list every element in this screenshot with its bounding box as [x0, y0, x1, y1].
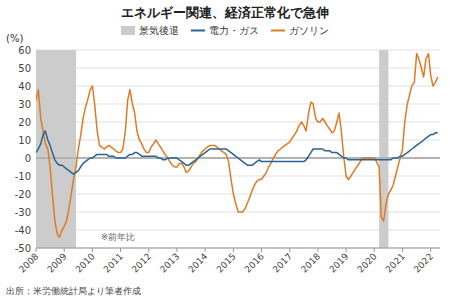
- y-tick-label: 0: [25, 153, 31, 164]
- x-tick: [430, 248, 431, 252]
- legend: 景気後退 電力・ガス ガソリン: [121, 25, 329, 36]
- x-tick: [261, 248, 262, 252]
- x-tick: [120, 248, 121, 252]
- x-tick: [148, 248, 149, 252]
- legend-swatch: [121, 26, 135, 35]
- legend-swatch: [271, 30, 285, 32]
- x-tick-label: 2019: [327, 251, 350, 274]
- x-tick: [289, 248, 290, 252]
- y-tick-label: 10: [18, 135, 31, 146]
- x-tick: [205, 248, 206, 252]
- x-tick: [176, 248, 177, 252]
- x-tick: [233, 248, 234, 252]
- x-tick-label: 2017: [271, 251, 294, 274]
- x-tick-label: 2010: [74, 251, 97, 274]
- y-tick-label: -30: [15, 207, 31, 218]
- y-tick-label: -50: [15, 243, 31, 254]
- y-tick-label: -40: [15, 225, 31, 236]
- x-tick-label: 2022: [412, 251, 435, 274]
- x-tick: [317, 248, 318, 252]
- recession-band: [36, 50, 76, 248]
- legend-label: ガソリン: [289, 25, 329, 36]
- x-tick-label: 2008: [17, 251, 40, 274]
- x-tick-label: 2014: [186, 251, 209, 274]
- x-tick: [92, 248, 93, 252]
- legend-label: 景気後退: [139, 25, 179, 36]
- x-tick-label: 2020: [355, 251, 378, 274]
- x-tick-label: 2016: [243, 251, 266, 274]
- x-tick: [64, 248, 65, 252]
- x-tick-label: 2015: [214, 251, 237, 274]
- x-tick-label: 2013: [158, 251, 181, 274]
- x-tick-label: 2012: [130, 251, 153, 274]
- annotation: ※前年比: [101, 232, 136, 242]
- y-tick-label: 30: [18, 99, 31, 110]
- x-axis-line: [36, 248, 440, 249]
- source: 出所：米労働統計局より筆者作成: [6, 286, 141, 296]
- series-line: [36, 54, 438, 238]
- y-tick-label: 20: [18, 117, 31, 128]
- grid: [36, 50, 440, 248]
- title: エネルギー関連、経済正常化で急伸: [121, 5, 329, 20]
- y-axis-label: (%): [6, 33, 23, 44]
- x-tick: [402, 248, 403, 252]
- x-tick: [36, 248, 37, 252]
- grid-line: [36, 248, 440, 249]
- x-tick-label: 2018: [299, 251, 322, 274]
- x-tick-label: 2021: [384, 251, 407, 274]
- legend-swatch: [191, 30, 205, 32]
- x-tick-label: 2011: [102, 251, 125, 274]
- plot-area: [36, 50, 440, 248]
- x-tick-label: 2009: [45, 251, 68, 274]
- y-tick-label: 60: [18, 45, 31, 56]
- x-tick: [374, 248, 375, 252]
- y-tick-label: -20: [15, 189, 31, 200]
- y-tick-label: -10: [15, 171, 31, 182]
- y-tick-label: 50: [18, 63, 31, 74]
- chart: エネルギー関連、経済正常化で急伸 (%) -50 -40 -30 -20 -10 0 10 20 3…: [0, 0, 450, 299]
- legend-label: 電力・ガス: [209, 25, 259, 36]
- series-line: [36, 131, 438, 174]
- x-tick: [346, 248, 347, 252]
- y-tick-label: 40: [18, 81, 31, 92]
